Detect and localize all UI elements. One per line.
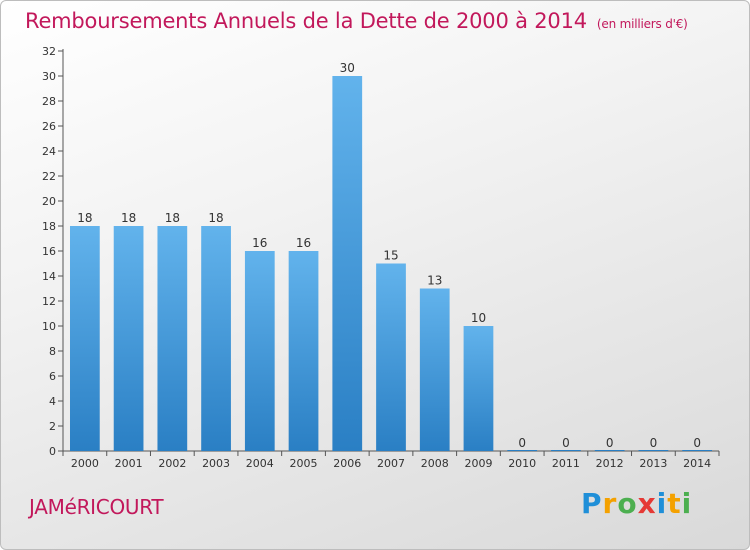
y-tick-label: 22 [42, 170, 56, 183]
x-tick-label: 2013 [639, 457, 667, 470]
y-tick-label: 0 [49, 445, 56, 458]
bar-value-label: 0 [650, 436, 658, 450]
logo-letter: P [581, 487, 603, 520]
x-tick-label: 2012 [596, 457, 624, 470]
x-tick-label: 2002 [158, 457, 186, 470]
x-tick-label: 2009 [464, 457, 492, 470]
bar-value-label: 0 [606, 436, 614, 450]
x-tick-label: 2004 [246, 457, 274, 470]
y-tick-label: 12 [42, 295, 56, 308]
logo-letter: x [637, 487, 657, 520]
bar-value-label: 18 [77, 211, 92, 225]
bar [69, 226, 100, 451]
bar [551, 450, 581, 451]
y-tick-label: 16 [42, 245, 56, 258]
bar [157, 226, 188, 451]
proxiti-logo: Proxiti [581, 487, 692, 520]
bar-value-label: 16 [296, 236, 311, 250]
logo-letter: i [681, 487, 693, 520]
y-tick-label: 32 [42, 45, 56, 58]
bar [376, 263, 406, 451]
y-tick-label: 20 [42, 195, 56, 208]
bar-value-label: 18 [208, 211, 223, 225]
bar [244, 251, 275, 451]
x-tick-label: 2007 [377, 457, 405, 470]
x-tick-label: 2008 [421, 457, 449, 470]
bar-value-label: 0 [693, 436, 701, 450]
bar [419, 288, 450, 451]
logo-letter: t [667, 487, 682, 520]
y-tick-label: 14 [42, 270, 56, 283]
bar-value-label: 10 [471, 311, 486, 325]
x-tick-label: 2001 [115, 457, 143, 470]
x-tick-label: 2006 [333, 457, 361, 470]
y-tick-label: 18 [42, 220, 56, 233]
x-tick-label: 2005 [290, 457, 318, 470]
bar [288, 251, 319, 451]
y-tick-label: 30 [42, 70, 56, 83]
bar-value-label: 0 [562, 436, 570, 450]
bar [332, 76, 363, 451]
commune-name: JAMéRICOURT [29, 495, 164, 519]
logo-letter: i [656, 487, 668, 520]
bar-value-label: 0 [518, 436, 526, 450]
logo-letter: o [617, 487, 638, 520]
y-tick-label: 28 [42, 95, 56, 108]
bar-value-label: 15 [383, 249, 398, 263]
bar [113, 226, 144, 451]
bar [507, 450, 538, 451]
x-tick-label: 2003 [202, 457, 230, 470]
chart-title-text: Remboursements Annuels de la Dette de 20… [25, 9, 587, 33]
bar [594, 450, 625, 451]
bar [682, 450, 713, 451]
x-tick-label: 2000 [71, 457, 99, 470]
chart-subtitle: (en milliers d'€) [596, 17, 688, 31]
y-tick-label: 6 [49, 370, 56, 383]
y-tick-label: 8 [49, 345, 56, 358]
y-tick-label: 2 [49, 420, 56, 433]
logo-letter: r [602, 487, 618, 520]
y-tick-label: 4 [49, 395, 56, 408]
chart-title: Remboursements Annuels de la Dette de 20… [25, 9, 688, 33]
bar-value-label: 30 [340, 61, 355, 75]
y-tick-label: 26 [42, 120, 56, 133]
bar-value-label: 16 [252, 236, 267, 250]
bar [638, 450, 669, 451]
bar-value-label: 18 [165, 211, 180, 225]
x-tick-label: 2010 [508, 457, 536, 470]
bar [201, 226, 231, 451]
y-tick-label: 24 [42, 145, 56, 158]
bar-value-label: 13 [427, 274, 442, 288]
y-tick-label: 10 [42, 320, 56, 333]
bar [463, 326, 494, 451]
x-tick-label: 2011 [552, 457, 580, 470]
bar-value-label: 18 [121, 211, 136, 225]
x-tick-label: 2014 [683, 457, 711, 470]
